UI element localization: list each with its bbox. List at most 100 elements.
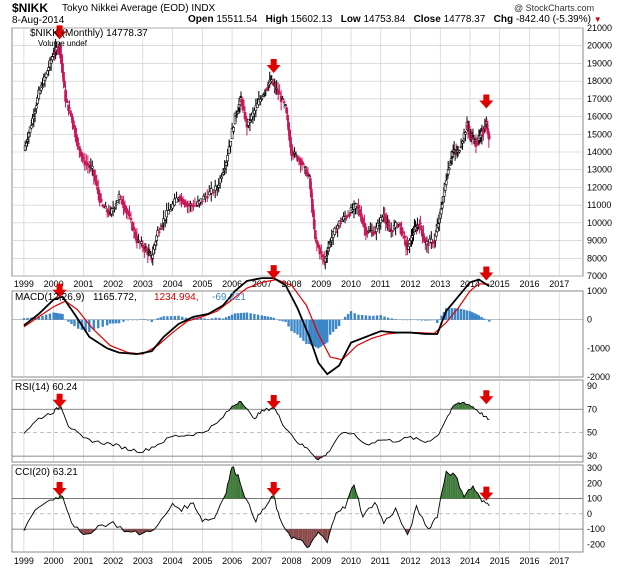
macd-histogram-bar	[61, 313, 64, 320]
high-value: 15602.13	[290, 14, 333, 25]
macd-histogram-bar	[256, 314, 260, 320]
rsi-overbought-fill	[240, 401, 244, 410]
rsi-legend: RSI(14) 60.24	[15, 382, 78, 393]
macd-histogram-bar	[45, 314, 48, 320]
price-candle	[418, 224, 421, 227]
price-candle	[363, 222, 366, 228]
year-tick-label-bottom: 2007	[252, 556, 272, 566]
macd-histogram-bar	[214, 317, 217, 320]
macd-histogram-bar	[450, 308, 454, 320]
price-candle	[46, 70, 49, 75]
rsi-overbought-fill	[469, 404, 472, 410]
price-candle	[306, 172, 310, 176]
year-tick-label-bottom: 2004	[163, 556, 183, 566]
macd-histogram-bar	[375, 315, 379, 320]
price-candle	[114, 203, 118, 206]
macd-histogram-bar	[456, 308, 460, 320]
price-candle	[282, 101, 286, 104]
rsi-overbought-fill	[467, 404, 470, 410]
price-candle	[229, 141, 232, 147]
macd-histogram-bar	[287, 319, 290, 327]
macd-histogram-bar	[166, 316, 169, 320]
year-tick-label-bottom: 1999	[14, 556, 34, 566]
rsi-overbought-fill	[460, 402, 463, 410]
year-tick-label: 2011	[371, 279, 390, 289]
rsi-overbought-fill	[458, 402, 461, 410]
macd-histogram-bar	[207, 319, 210, 320]
price-candle	[175, 197, 178, 203]
cci-panel-frame	[11, 464, 584, 553]
price-candle	[315, 240, 319, 244]
macd-histogram-bar	[394, 319, 397, 320]
price-candle	[156, 230, 160, 237]
macd-histogram-bar	[319, 319, 322, 347]
rsi-overbought-fill	[465, 404, 468, 410]
cci-positive-fill	[238, 474, 241, 499]
cci-negative-fill	[80, 529, 84, 535]
price-candle	[278, 92, 281, 95]
price-candle	[169, 209, 172, 212]
price-y-tick: 13000	[587, 165, 612, 175]
price-candle	[380, 216, 384, 221]
cci-negative-fill	[298, 529, 301, 540]
year-tick-label-bottom: 2005	[192, 556, 212, 566]
price-candle	[129, 218, 133, 220]
macd-histogram-bar	[293, 319, 296, 333]
year-tick-label: 2007	[252, 279, 272, 289]
sell-arrow-icon	[266, 265, 281, 280]
rsi-overbought-fill	[239, 401, 241, 410]
open-value: 15511.54	[216, 14, 258, 25]
macd-histogram-bar	[321, 319, 324, 346]
price-candle	[294, 154, 298, 156]
year-tick-label-bottom: 2012	[401, 556, 421, 566]
macd-histogram-bar	[266, 316, 269, 320]
macd-histogram-bar	[310, 319, 313, 346]
macd-panel-frame	[11, 290, 584, 378]
macd-histogram-bar	[159, 317, 162, 320]
macd-histogram-bar	[143, 319, 146, 320]
sell-arrow-icon	[266, 394, 281, 409]
price-candle	[419, 222, 422, 225]
price-candle	[96, 187, 100, 195]
year-tick-label: 2015	[490, 279, 510, 289]
price-candle	[328, 242, 332, 245]
macd-histogram-bar	[372, 315, 375, 320]
cci-negative-fill	[307, 529, 310, 548]
price-candle	[160, 225, 164, 228]
macd-histogram-bar	[436, 319, 439, 323]
price-candle	[140, 241, 143, 244]
quote-date: 8-Aug-2014	[12, 15, 65, 26]
price-candle	[482, 132, 485, 134]
year-tick-label-bottom: 2006	[222, 556, 242, 566]
price-candle	[464, 132, 467, 135]
macd-histogram-bar	[52, 312, 55, 320]
price-candle	[270, 79, 274, 82]
price-candle	[82, 157, 85, 160]
price-candle	[132, 226, 136, 231]
price-candle	[167, 210, 170, 215]
year-tick-label: 2017	[549, 279, 569, 289]
sell-arrow-icon	[266, 59, 281, 74]
year-tick-label: 2014	[460, 279, 480, 289]
price-candle	[66, 101, 69, 104]
rsi-y-tick: 70	[587, 404, 597, 414]
price-y-tick: 17000	[587, 94, 612, 104]
price-candle	[260, 98, 264, 100]
price-candle	[180, 197, 183, 200]
macd-histogram-bar	[108, 319, 112, 324]
price-candle	[151, 254, 155, 259]
price-y-tick: 15000	[587, 129, 612, 139]
macd-histogram-bar	[420, 319, 423, 321]
macd-histogram-bar	[299, 319, 302, 338]
year-tick-label: 1999	[14, 279, 34, 289]
macd-histogram-bar	[272, 317, 275, 320]
cci-positive-fill	[240, 483, 243, 499]
macd-histogram-bar	[278, 319, 281, 321]
macd-histogram-bar	[459, 308, 463, 320]
macd-signal-value: 1234.994,	[154, 292, 199, 303]
price-candle	[33, 110, 37, 114]
cci-y-tick: 100	[587, 494, 602, 504]
price-candle	[135, 235, 139, 244]
price-candle	[49, 59, 53, 64]
price-candle	[284, 104, 287, 107]
